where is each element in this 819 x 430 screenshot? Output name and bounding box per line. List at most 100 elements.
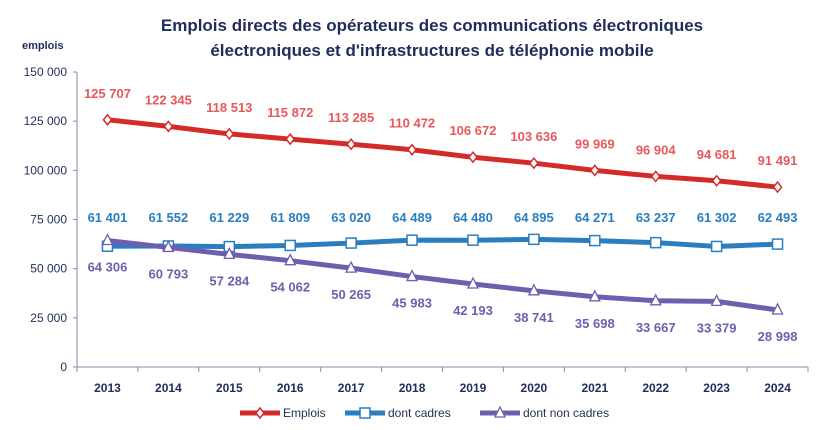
x-tick-label: 2024: [764, 381, 791, 395]
data-point-marker: [284, 253, 297, 266]
data-label: 63 020: [331, 210, 371, 225]
data-point-marker: [588, 289, 601, 302]
series-line: [107, 238, 778, 313]
data-point-marker: [649, 236, 662, 249]
data-label: 96 904: [636, 142, 677, 157]
x-tick-label: 2018: [399, 381, 426, 395]
data-label: 60 793: [148, 266, 188, 281]
x-tick-label: 2020: [521, 381, 548, 395]
y-tick-label: 125 000: [24, 114, 68, 128]
data-label: 28 998: [758, 329, 798, 344]
data-point-marker: [285, 132, 296, 146]
data-label: 61 809: [270, 210, 310, 225]
data-label: 94 681: [697, 147, 737, 162]
data-label: 64 271: [575, 210, 615, 225]
data-point-marker: [224, 127, 235, 141]
x-tick-label: 2021: [581, 381, 608, 395]
series-dont-cadres: 61 401 61 552 61 229 61 809 63 020 64 489 64 4…: [88, 210, 798, 253]
data-label: 61 552: [148, 210, 188, 225]
x-tick-label: 2013: [94, 381, 121, 395]
data-point-marker: [284, 239, 296, 252]
data-label: 33 379: [697, 320, 737, 335]
data-point-marker: [527, 283, 540, 296]
data-label: 64 480: [453, 210, 493, 225]
series-line: [107, 236, 778, 250]
data-point-marker: [771, 302, 784, 315]
data-label: 115 872: [267, 105, 313, 120]
data-point-marker: [467, 234, 479, 246]
data-label: 57 284: [209, 273, 250, 288]
y-tick-label: 75 000: [30, 213, 67, 227]
data-label: 110 472: [389, 116, 435, 131]
data-point-marker: [650, 170, 661, 183]
data-point-marker: [711, 174, 722, 187]
data-point-marker: [466, 276, 480, 289]
data-label: 106 672: [449, 123, 496, 138]
data-label: 42 193: [453, 303, 493, 318]
data-point-marker: [771, 238, 784, 250]
data-label: 64 895: [514, 210, 554, 225]
y-tick-label: 0: [60, 360, 67, 374]
data-label: 122 345: [145, 92, 192, 107]
data-point-marker: [772, 180, 783, 194]
data-point-marker: [345, 237, 357, 249]
data-label: 45 983: [392, 296, 432, 311]
data-label: 61 401: [88, 210, 128, 225]
data-point-marker: [223, 246, 236, 259]
legend-marker: [359, 407, 371, 419]
data-point-marker: [710, 240, 723, 253]
data-label: 61 302: [697, 210, 737, 225]
series-dont-non-cadres: 64 306 60 793 57 284 54 062 50 265 45 983 42 1…: [88, 233, 798, 344]
data-label: 118 513: [206, 100, 252, 115]
data-label: 125 707: [84, 86, 131, 101]
data-point-marker: [528, 233, 540, 246]
series-line: [107, 117, 778, 190]
series-emplois: 125 707 122 345 118 513 115 872 113 285 110 4…: [84, 86, 798, 194]
data-point-marker: [407, 143, 418, 156]
x-tick-label: 2019: [460, 381, 487, 395]
data-label: 103 636: [510, 129, 557, 144]
data-label: 35 698: [575, 316, 615, 331]
data-point-marker: [405, 269, 419, 282]
y-tick-label: 50 000: [30, 262, 67, 276]
legend-marker: [255, 406, 265, 420]
data-point-marker: [163, 120, 174, 133]
data-label: 38 741: [514, 310, 554, 325]
legend-entry: Emplois: [283, 406, 326, 420]
data-label: 91 491: [758, 153, 798, 168]
data-point-marker: [528, 156, 539, 170]
data-point-marker: [162, 239, 175, 253]
data-point-marker: [345, 260, 358, 273]
legend-entry: dont cadres: [388, 406, 451, 420]
data-point-marker: [467, 151, 478, 164]
legend-entry: dont non cadres: [523, 406, 609, 420]
y-axis-label: emplois: [22, 40, 64, 52]
data-label: 62 493: [758, 210, 798, 225]
data-point-marker: [589, 164, 600, 177]
x-tick-label: 2023: [703, 381, 730, 395]
data-label: 54 062: [270, 280, 310, 295]
legend-marker: [493, 405, 507, 418]
y-tick-label: 150 000: [24, 65, 68, 79]
data-label: 63 237: [636, 210, 676, 225]
data-label: 64 306: [88, 260, 128, 275]
data-label: 113 285: [328, 110, 374, 125]
data-point-marker: [406, 234, 418, 246]
chart-title-line-1: Emplois directs des opérateurs des commu…: [161, 16, 703, 35]
x-tick-label: 2014: [155, 381, 182, 395]
y-tick-label: 100 000: [24, 163, 68, 177]
y-tick-label: 25 000: [30, 311, 67, 325]
data-point-marker: [710, 293, 723, 307]
data-point-marker: [649, 293, 662, 306]
data-label: 33 667: [636, 320, 676, 335]
data-point-marker: [101, 233, 114, 246]
data-label: 50 265: [331, 287, 371, 302]
data-point-marker: [589, 234, 601, 247]
x-tick-label: 2022: [642, 381, 669, 395]
chart-title-line-2: électroniques et d'infrastructures de té…: [210, 41, 653, 60]
data-label: 61 229: [209, 210, 249, 225]
data-label: 99 969: [575, 136, 615, 151]
data-point-marker: [346, 138, 357, 151]
x-tick-label: 2015: [216, 381, 243, 395]
